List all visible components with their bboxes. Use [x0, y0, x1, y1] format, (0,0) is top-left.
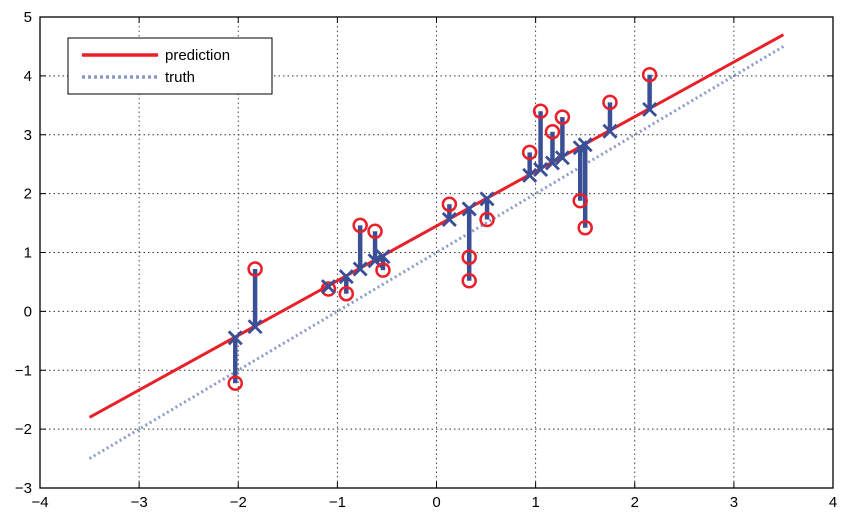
predicted-point-marker [602, 123, 618, 139]
predicted-point-marker [642, 101, 658, 117]
predicted-point-marker [577, 137, 593, 153]
y-tick-label: 5 [24, 9, 32, 26]
predicted-point-marker [479, 191, 495, 207]
observed-point-marker [338, 285, 355, 302]
observed-point-marker [554, 109, 571, 125]
predicted-point-marker [544, 155, 560, 171]
observed-point-marker [572, 192, 588, 209]
observed-point-marker [441, 196, 458, 212]
x-tick-label: −1 [329, 494, 346, 511]
y-tick-label: −2 [15, 421, 32, 438]
y-tick-label: 0 [24, 303, 32, 320]
legend-box [67, 37, 273, 95]
y-tick-label: −3 [15, 480, 32, 497]
observed-point-marker [602, 94, 618, 111]
predicted-point-marker [522, 167, 538, 183]
predicted-point-marker [375, 249, 391, 265]
predicted-point-marker [247, 319, 263, 335]
predicted-point-marker [441, 212, 457, 228]
residual-lines [233, 74, 652, 384]
y-tick-label: 4 [24, 68, 32, 85]
legend-prediction-label: prediction [165, 47, 230, 64]
observed-point-marker [227, 375, 244, 391]
x-tick-label: −3 [131, 494, 148, 511]
observed-point-marker [641, 66, 658, 83]
y-tick-label: −1 [15, 362, 32, 379]
observed-point-marker [544, 124, 561, 140]
predicted-point-marker [320, 279, 336, 295]
data-markers [227, 66, 658, 391]
predicted-point-marker [338, 269, 354, 285]
observed-point-marker [461, 249, 477, 265]
legend: prediction truth [67, 37, 273, 95]
observed-point-marker [375, 262, 391, 278]
x-tick-label: 2 [631, 494, 639, 511]
observed-point-marker [247, 261, 263, 277]
x-tick-label: −2 [230, 494, 247, 511]
predicted-point-marker [533, 161, 549, 177]
x-tick-label: 3 [730, 494, 738, 511]
predicted-point-marker [554, 150, 570, 166]
prediction-series [88, 33, 785, 419]
predicted-point-marker [227, 330, 243, 346]
observed-point-marker [532, 103, 549, 119]
y-tick-label: 3 [24, 127, 32, 144]
x-tick-label: −4 [31, 494, 48, 511]
x-tick-label: 4 [829, 494, 837, 511]
observed-point-marker [461, 273, 477, 289]
observed-point-marker [521, 144, 538, 161]
y-tick-label: 1 [24, 245, 32, 262]
observed-point-marker [577, 220, 593, 236]
y-tick-label: 2 [24, 186, 32, 203]
predicted-point-marker [461, 201, 477, 217]
observed-point-marker [367, 223, 383, 240]
legend-truth-label: truth [165, 69, 195, 86]
prediction-line [88, 33, 785, 419]
x-tick-label: 1 [531, 494, 539, 511]
observed-point-marker [479, 211, 495, 228]
observed-point-marker [320, 281, 337, 297]
x-tick-label: 0 [432, 494, 440, 511]
predicted-point-marker [352, 261, 368, 277]
observed-point-marker [352, 217, 368, 234]
